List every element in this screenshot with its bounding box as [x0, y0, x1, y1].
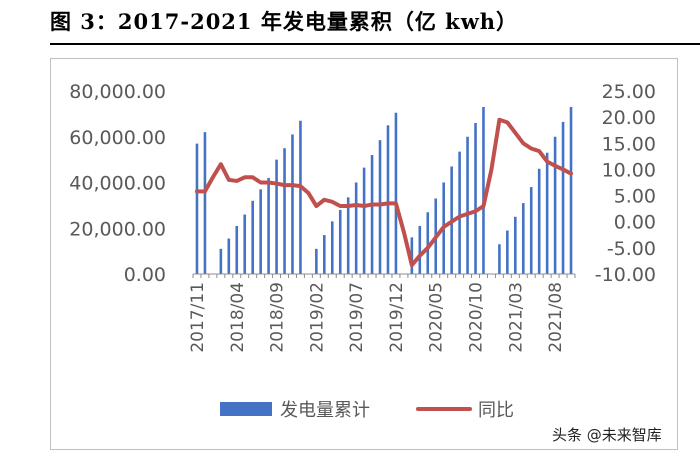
legend-bar-swatch — [220, 402, 272, 416]
y-left-tick-label: 40,000.00 — [69, 173, 166, 195]
bar-29 — [426, 212, 430, 274]
tick-labels-group: 0.00 20,000.00 40,000.00 60,000.00 80,000.00… — [69, 81, 656, 353]
bar-6 — [243, 214, 247, 274]
bar-11 — [283, 148, 286, 274]
x-tick-label: 2021/08 — [546, 282, 566, 353]
bar-35 — [474, 123, 477, 274]
bar-21 — [362, 167, 366, 274]
bar-8 — [259, 189, 262, 274]
legend: 发电量累计 同比 — [220, 400, 514, 421]
bar-3 — [219, 248, 223, 274]
y-right-tick-label: 0.00 — [614, 212, 656, 234]
bar-16 — [323, 235, 326, 274]
y-right-tick-label: -5.00 — [607, 238, 656, 260]
bar-20 — [354, 182, 358, 274]
bar-10 — [275, 159, 278, 275]
bar-39 — [506, 230, 509, 274]
y-right-tick-label: 20.00 — [602, 107, 656, 129]
bar-12 — [291, 134, 294, 274]
x-tick-label: 2019/12 — [387, 282, 407, 353]
y-right-tick-label: 15.00 — [602, 133, 656, 155]
line-series-yoy — [194, 117, 574, 268]
bar-34 — [466, 136, 469, 274]
bar-15 — [315, 248, 318, 274]
bar-0 — [195, 143, 199, 274]
y-left-tick-label: 60,000.00 — [69, 127, 166, 149]
bar-38 — [498, 244, 501, 274]
y-right-tick-label: 10.00 — [602, 159, 656, 181]
bar-25 — [394, 112, 398, 274]
bar-27 — [410, 237, 414, 274]
title-rule — [50, 43, 700, 45]
bar-5 — [235, 225, 239, 274]
bar-40 — [514, 216, 517, 274]
x-tick-label: 2021/03 — [506, 282, 526, 353]
bar-43 — [537, 168, 541, 274]
y-right-tick-label: 5.00 — [614, 186, 656, 208]
bar-19 — [346, 197, 350, 274]
bar-33 — [458, 151, 461, 274]
watermark: 头条 @未来智库 — [552, 426, 662, 444]
bar-23 — [378, 140, 382, 274]
bar-36 — [482, 107, 485, 274]
bar-13 — [299, 120, 302, 275]
figure-title: 图 3：2017-2021 年发电量累积（亿 kwh） — [50, 9, 519, 34]
legend-line-label: 同比 — [478, 400, 514, 421]
bar-42 — [529, 187, 533, 274]
axes-group — [192, 273, 576, 278]
y-left-tick-label: 80,000.00 — [69, 81, 166, 103]
bar-45 — [553, 136, 557, 274]
x-tick-label: 2019/07 — [347, 282, 367, 353]
y-right-tick-label: 25.00 — [602, 81, 656, 103]
bar-22 — [370, 155, 374, 274]
y-left-tick-label: 20,000.00 — [69, 218, 166, 240]
x-tick-label: 2020/10 — [467, 282, 487, 353]
bar-46 — [561, 121, 565, 274]
bar-47 — [569, 107, 573, 274]
x-tick-label: 2020/05 — [427, 282, 447, 353]
line-series-group — [194, 117, 574, 268]
x-tick-label: 2017/11 — [188, 282, 208, 353]
bar-9 — [267, 177, 270, 274]
bar-44 — [545, 152, 549, 274]
legend-bar-label: 发电量累计 — [280, 400, 370, 421]
chart-frame — [50, 58, 678, 450]
bar-17 — [330, 221, 334, 274]
bar-18 — [338, 209, 342, 274]
x-tick-label: 2019/02 — [307, 282, 327, 353]
x-tick-label: 2018/04 — [228, 282, 248, 353]
bar-41 — [521, 203, 525, 274]
bar-1 — [203, 132, 207, 274]
bar-4 — [227, 238, 231, 274]
x-tick-label: 2018/09 — [268, 282, 288, 353]
bar-24 — [386, 125, 390, 274]
bar-28 — [418, 225, 422, 274]
bar-7 — [251, 200, 254, 274]
y-right-tick-label: -10.00 — [595, 264, 656, 286]
y-left-tick-label: 0.00 — [124, 264, 166, 286]
